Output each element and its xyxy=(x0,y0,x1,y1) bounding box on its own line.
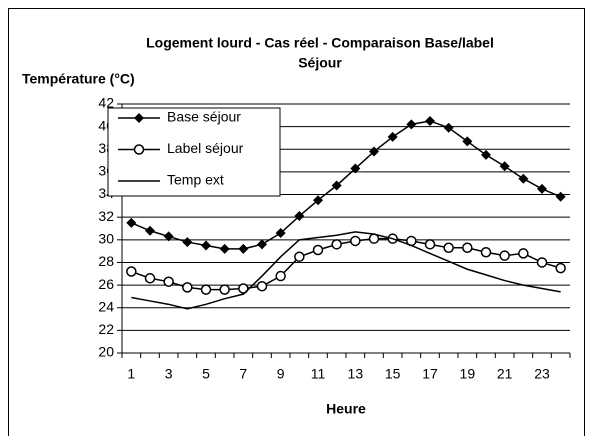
marker xyxy=(462,242,473,253)
y-tick-label: 42 xyxy=(98,95,114,111)
marker xyxy=(201,240,211,251)
marker xyxy=(424,239,436,250)
x-tick-label: 5 xyxy=(202,366,210,382)
marker xyxy=(443,122,454,133)
marker xyxy=(369,146,379,157)
marker xyxy=(555,262,566,274)
y-tick-label: 30 xyxy=(98,231,114,247)
legend-label: Base séjour xyxy=(167,109,241,125)
chart-title: Séjour xyxy=(298,55,342,71)
marker xyxy=(294,251,305,263)
y-tick-label: 24 xyxy=(98,298,114,314)
x-tick-label: 17 xyxy=(422,366,438,382)
marker xyxy=(219,284,230,295)
x-tick-label: 13 xyxy=(348,366,364,382)
marker xyxy=(387,131,398,142)
marker xyxy=(537,183,547,194)
marker xyxy=(443,242,454,253)
marker xyxy=(257,239,267,250)
marker xyxy=(294,211,305,222)
marker xyxy=(238,243,249,254)
marker xyxy=(163,231,174,242)
x-tick-label: 11 xyxy=(311,366,326,382)
y-tick-label: 20 xyxy=(98,344,114,360)
marker xyxy=(126,266,137,277)
marker xyxy=(462,136,473,147)
marker xyxy=(163,276,174,287)
marker xyxy=(518,248,529,259)
x-tick-label: 23 xyxy=(534,366,550,382)
marker xyxy=(275,228,286,239)
marker xyxy=(182,282,193,293)
marker xyxy=(331,239,342,250)
marker xyxy=(145,225,155,236)
legend-label: Temp ext xyxy=(167,172,224,188)
y-tick-label: 32 xyxy=(98,208,114,224)
marker xyxy=(350,235,361,247)
marker xyxy=(425,115,435,126)
marker xyxy=(350,163,361,174)
marker xyxy=(312,244,324,256)
y-axis-title: Température (°C) xyxy=(22,71,135,87)
legend-label: Label séjour xyxy=(167,140,244,156)
y-tick-label: 22 xyxy=(98,321,114,337)
marker xyxy=(499,161,510,172)
marker xyxy=(518,173,529,184)
marker xyxy=(499,250,510,261)
x-tick-label: 21 xyxy=(497,366,513,382)
marker xyxy=(256,280,268,292)
x-axis-title: Heure xyxy=(326,401,366,417)
marker xyxy=(275,270,286,282)
x-tick-label: 9 xyxy=(277,366,285,382)
x-tick-label: 7 xyxy=(239,366,247,382)
marker xyxy=(536,257,548,268)
chart-frame xyxy=(8,8,585,436)
marker xyxy=(126,217,137,228)
x-tick-label: 1 xyxy=(127,366,135,382)
legend-marker xyxy=(133,144,145,155)
series-line xyxy=(131,231,561,310)
marker xyxy=(555,191,566,202)
marker xyxy=(406,119,417,130)
y-tick-label: 26 xyxy=(98,276,114,292)
marker xyxy=(219,243,230,254)
marker xyxy=(481,149,491,160)
x-tick-label: 3 xyxy=(165,366,173,382)
marker xyxy=(144,273,156,284)
marker xyxy=(238,283,249,294)
x-tick-label: 15 xyxy=(385,366,401,382)
chart-title: Logement lourd - Cas réel - Comparaison … xyxy=(146,35,494,51)
marker xyxy=(200,284,212,295)
marker xyxy=(182,237,193,248)
legend-marker xyxy=(134,113,144,123)
x-tick-label: 19 xyxy=(460,366,476,382)
marker xyxy=(313,195,323,206)
marker xyxy=(480,247,492,258)
marker xyxy=(331,180,342,191)
y-tick-label: 28 xyxy=(98,253,114,269)
